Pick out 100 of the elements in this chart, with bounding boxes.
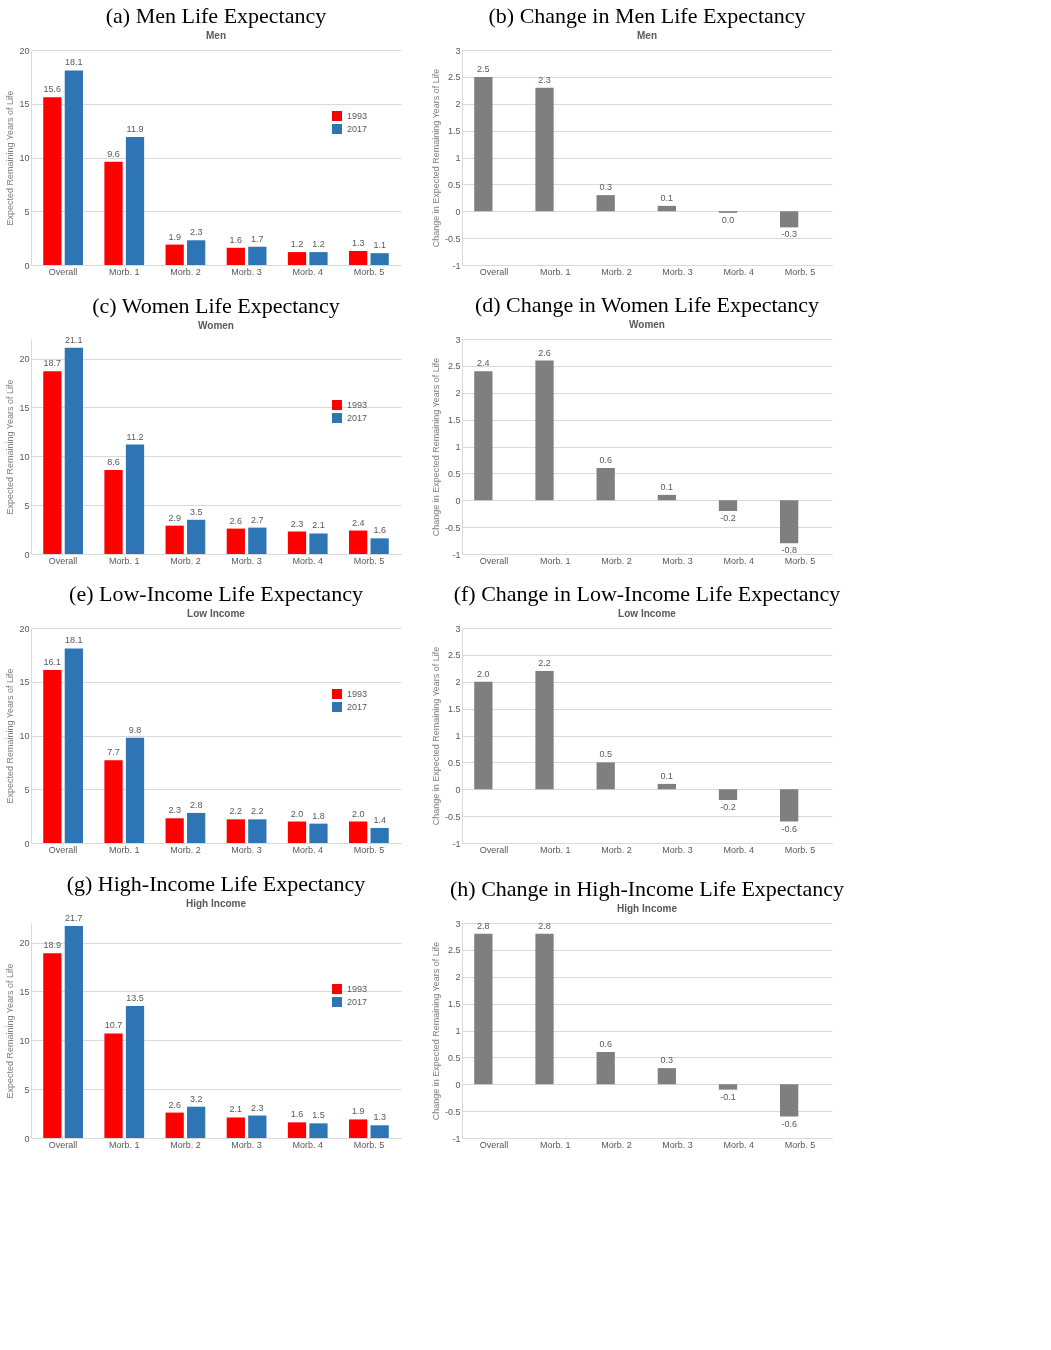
x-tick-label: Overall	[48, 555, 78, 566]
data-label: 3.5	[189, 506, 203, 517]
legend-label: 1993	[347, 111, 368, 121]
data-label: 2.8	[189, 799, 203, 810]
legend-label: 1993	[347, 689, 368, 699]
data-label: 2.9	[168, 512, 181, 523]
y-tick-label: 2.5	[447, 361, 461, 372]
bar	[64, 347, 83, 554]
y-tick-label: -1	[452, 549, 461, 560]
x-tick-label: Morb. 3	[662, 266, 693, 277]
data-label: 0.5	[599, 749, 612, 760]
data-label: 0.1	[660, 770, 674, 781]
x-tick-label: Overall	[48, 266, 78, 277]
chart-subtitle: Men	[206, 30, 226, 41]
bar	[535, 87, 554, 212]
data-label: 2.7	[251, 514, 264, 525]
data-label: 1.2	[312, 239, 325, 250]
y-tick-label: -0.5	[444, 233, 461, 244]
x-tick-label: Morb. 1	[109, 555, 140, 566]
y-axis-title: Expected Remaining Years of Life	[5, 668, 16, 804]
data-label: 0.3	[660, 1055, 674, 1066]
y-tick-label: 15	[19, 99, 30, 110]
chart-subtitle: Women	[629, 319, 665, 330]
x-tick-label: Morb. 4	[723, 555, 754, 566]
data-label: 1.5	[312, 1110, 325, 1121]
bar	[125, 137, 145, 265]
y-tick-label: 1	[455, 1026, 461, 1036]
x-tick-label: Morb. 2	[170, 1139, 201, 1150]
x-tick-label: Morb. 4	[723, 266, 754, 277]
chart-subtitle: Low Income	[187, 608, 246, 619]
x-tick-label: Morb. 2	[601, 555, 632, 566]
y-tick-label: 10	[19, 731, 30, 741]
data-label: 2.2	[538, 658, 551, 668]
bar	[165, 1112, 184, 1138]
y-axis-title: Expected Remaining Years of Life	[5, 963, 16, 1099]
data-label: 1.2	[290, 239, 304, 250]
bar	[104, 760, 123, 843]
data-label: 2.6	[168, 1099, 181, 1110]
x-tick-label: Morb. 3	[231, 1139, 262, 1150]
y-tick-label: 0	[455, 495, 461, 506]
y-tick-label: 15	[19, 677, 30, 688]
bar	[64, 925, 83, 1138]
y-tick-label: 0.5	[447, 1052, 461, 1063]
y-tick-label: -0.5	[444, 522, 461, 533]
data-label: 2.8	[477, 920, 490, 931]
data-label: 2.3	[189, 227, 203, 238]
data-label: 13.5	[126, 993, 144, 1004]
x-tick-label: Morb. 1	[540, 1139, 571, 1150]
bar	[657, 1068, 676, 1085]
bar	[43, 953, 62, 1138]
bar	[657, 205, 676, 212]
y-tick-label: 10	[19, 153, 30, 163]
chart-subtitle: High Income	[185, 897, 247, 909]
bar	[474, 76, 493, 212]
data-label: 3.2	[189, 1093, 203, 1104]
bar	[596, 762, 615, 790]
bar	[226, 528, 245, 554]
x-tick-label: Overall	[479, 1139, 509, 1150]
y-tick-label: 20	[19, 938, 30, 949]
bar	[165, 244, 184, 265]
x-tick-label: Morb. 1	[109, 844, 140, 855]
x-tick-label: Morb. 2	[170, 266, 201, 277]
x-tick-label: Morb. 4	[723, 844, 754, 855]
y-tick-label: -1	[452, 260, 461, 271]
bar	[165, 525, 184, 554]
y-tick-label: 2	[455, 972, 461, 983]
x-tick-label: Morb. 4	[292, 266, 323, 277]
y-tick-label: 0	[24, 260, 30, 271]
y-tick-label: 15	[19, 986, 30, 997]
bar	[226, 247, 245, 265]
data-label: 15.6	[43, 84, 62, 95]
data-label: -0.3	[781, 229, 797, 240]
bar	[780, 500, 799, 544]
data-label: 1.4	[373, 814, 386, 825]
x-tick-label: Morb. 3	[231, 266, 262, 277]
bar	[309, 252, 328, 265]
chart-subtitle: Men	[637, 30, 657, 41]
x-tick-label: Morb. 5	[784, 266, 816, 277]
y-tick-label: 1.5	[447, 415, 461, 426]
y-tick-label: 5	[24, 500, 30, 511]
chart-title: (f) Change in Low-Income Life Expectancy	[453, 581, 841, 606]
data-label: 1.6	[373, 525, 386, 536]
bar	[718, 1084, 738, 1090]
bar	[474, 681, 493, 790]
data-label: 2.8	[538, 920, 551, 931]
bar	[596, 1052, 615, 1085]
bar	[657, 494, 676, 501]
data-label: 2.1	[229, 1104, 243, 1115]
data-label: 1.6	[229, 234, 243, 245]
y-tick-label: 0.5	[447, 179, 461, 190]
y-axis-title: Expected Remaining Years of Life	[5, 90, 16, 226]
bar	[718, 789, 738, 800]
data-label: 21.7	[65, 912, 83, 923]
y-tick-label: -1	[452, 1133, 461, 1144]
data-label: 0.3	[599, 182, 612, 193]
y-tick-label: 0	[455, 206, 461, 217]
x-tick-label: Morb. 2	[170, 844, 201, 855]
x-tick-label: Morb. 3	[662, 844, 693, 855]
x-tick-label: Morb. 4	[292, 844, 323, 855]
data-label: 2.2	[229, 806, 243, 817]
